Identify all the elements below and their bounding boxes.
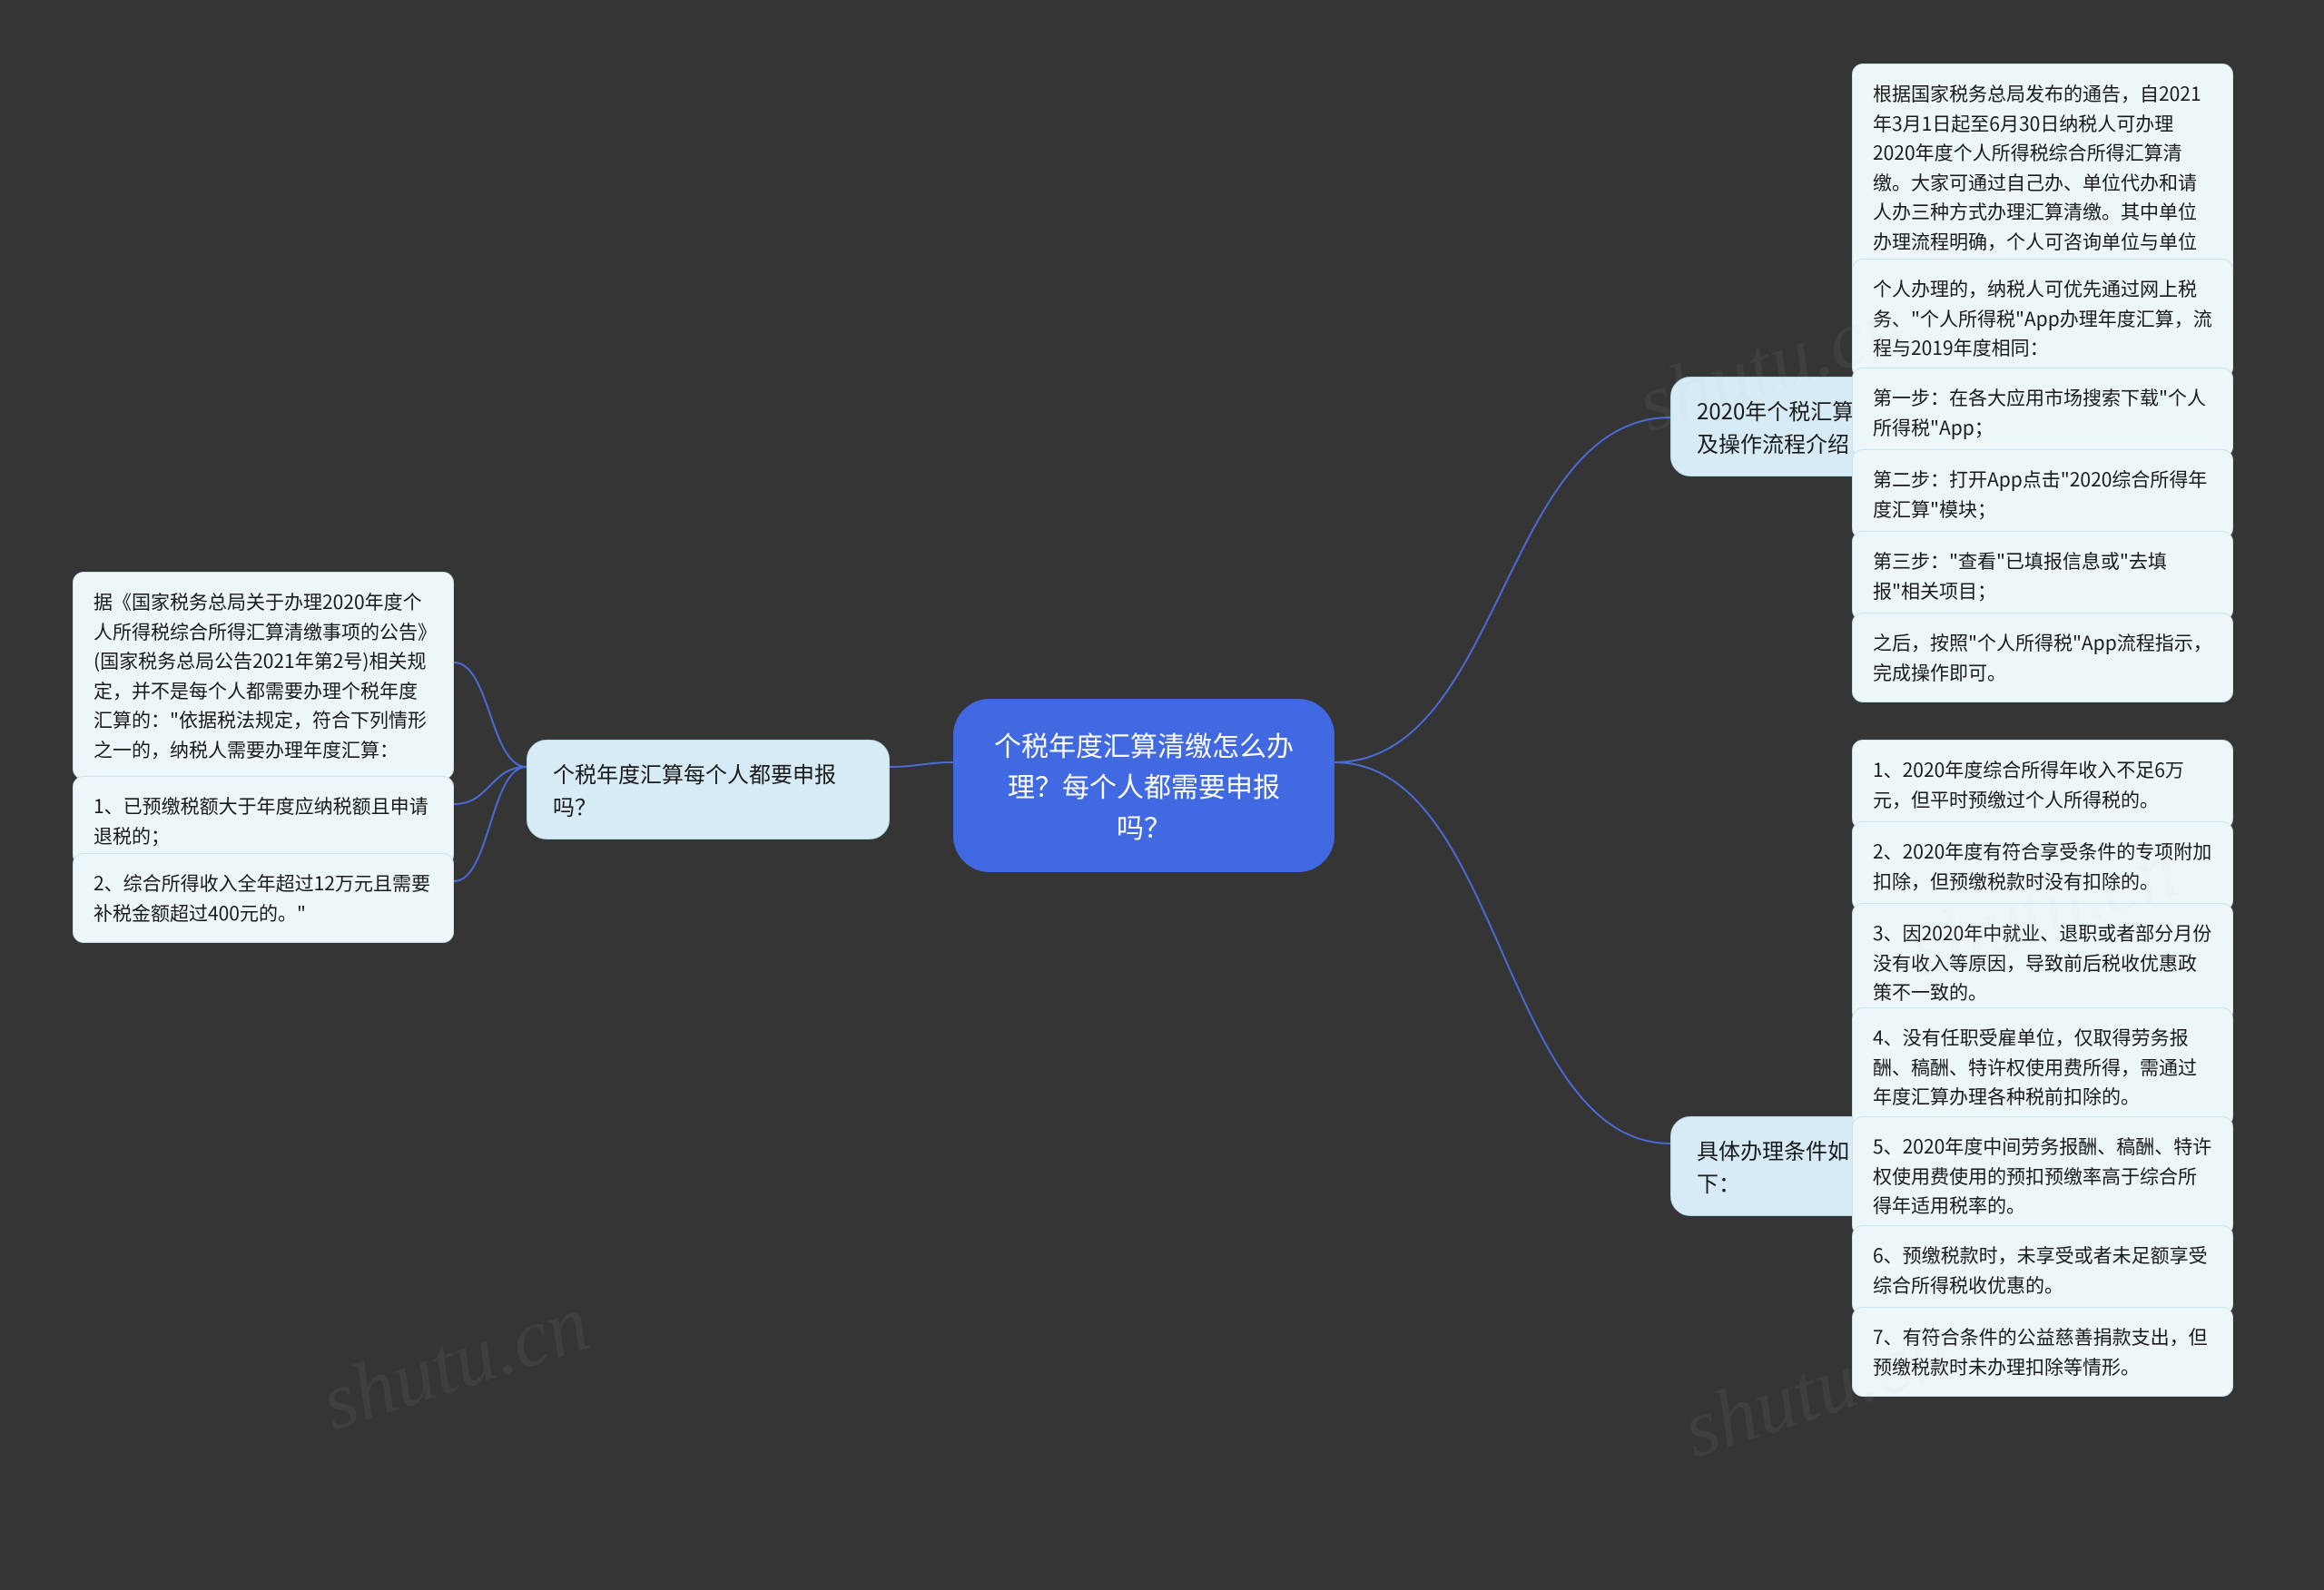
right2-leaf-6[interactable]: 7、有符合条件的公益慈善捐款支出，但预缴税款时未办理扣除等情形。 xyxy=(1852,1307,2233,1397)
left-leaf-2[interactable]: 2、综合所得收入全年超过12万元且需要补税金额超过400元的。" xyxy=(73,853,454,943)
right1-leaf-2[interactable]: 第一步：在各大应用市场搜索下载"个人所得税"App； xyxy=(1852,368,2233,457)
right1-leaf-1[interactable]: 个人办理的，纳税人可优先通过网上税务、"个人所得税"App办理年度汇算，流程与2… xyxy=(1852,259,2233,378)
right1-leaf-5[interactable]: 之后，按照"个人所得税"App流程指示，完成操作即可。 xyxy=(1852,613,2233,702)
right2-leaf-3[interactable]: 4、没有任职受雇单位，仅取得劳务报酬、稿酬、特许权使用费所得，需通过年度汇算办理… xyxy=(1852,1007,2233,1127)
root-node[interactable]: 个税年度汇算清缴怎么办理？每个人都需要申报吗？ xyxy=(953,699,1334,872)
right1-leaf-3[interactable]: 第二步：打开App点击"2020综合所得年度汇算"模块； xyxy=(1852,449,2233,539)
right2-leaf-5[interactable]: 6、预缴税款时，未享受或者未足额享受综合所得税收优惠的。 xyxy=(1852,1225,2233,1315)
right2-leaf-4[interactable]: 5、2020年度中间劳务报酬、稿酬、特许权使用费使用的预扣预缴率高于综合所得年适… xyxy=(1852,1116,2233,1236)
left-leaf-0[interactable]: 据《国家税务总局关于办理2020年度个人所得税综合所得汇算清缴事项的公告》(国家… xyxy=(73,572,454,780)
right2-leaf-2[interactable]: 3、因2020年中就业、退职或者部分月份没有收入等原因，导致前后税收优惠政策不一… xyxy=(1852,903,2233,1023)
right2-leaf-1[interactable]: 2、2020年度有符合享受条件的专项附加扣除，但预缴税款时没有扣除的。 xyxy=(1852,821,2233,911)
left-branch-node[interactable]: 个税年度汇算每个人都要申报吗？ xyxy=(527,740,890,839)
right1-leaf-4[interactable]: 第三步："查看"已填报信息或"去填报"相关项目； xyxy=(1852,531,2233,621)
watermark: shutu.cn xyxy=(310,1276,600,1449)
right2-leaf-0[interactable]: 1、2020年度综合所得年收入不足6万元，但平时预缴过个人所得税的。 xyxy=(1852,740,2233,829)
